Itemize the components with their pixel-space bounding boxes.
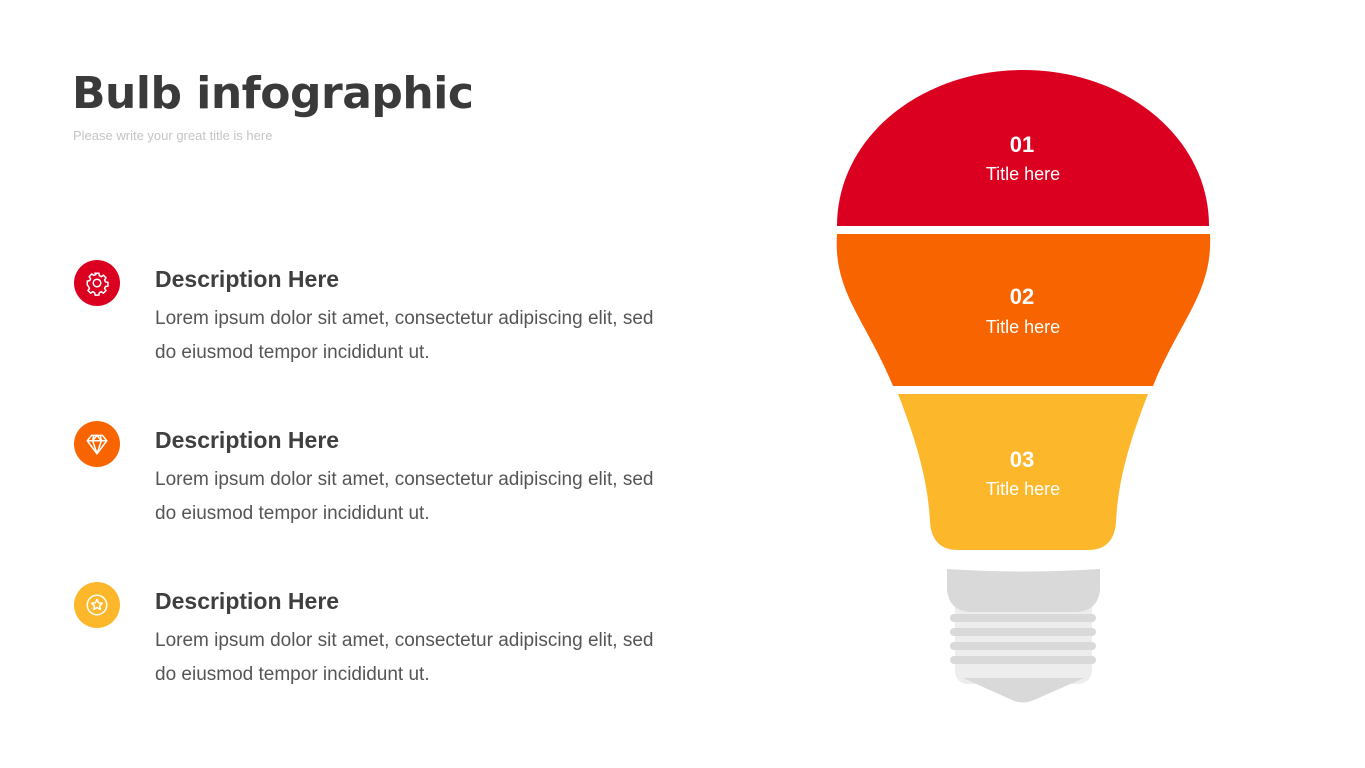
- bulb-section-3: 03 Title here: [898, 394, 1148, 550]
- bulb-middle: [836, 234, 1211, 386]
- gear-icon: [74, 260, 120, 306]
- bulb-neck: [898, 394, 1148, 550]
- page-title: Bulb infographic: [72, 68, 474, 119]
- section-title: Title here: [986, 164, 1060, 184]
- item-body: Lorem ipsum dolor sit amet, consectetur …: [155, 469, 654, 524]
- item-title: Description Here: [155, 427, 340, 453]
- bulb-dome: [837, 70, 1209, 226]
- bulb-base: [947, 569, 1100, 703]
- diamond-icon: [74, 421, 120, 467]
- section-title: Title here: [986, 317, 1060, 337]
- section-number: 03: [1010, 447, 1034, 472]
- section-title: Title here: [986, 479, 1060, 499]
- star-badge-icon: [74, 582, 120, 628]
- item-body: Lorem ipsum dolor sit amet, consectetur …: [155, 630, 654, 685]
- page-subtitle: Please write your great title is here: [73, 128, 273, 143]
- section-number: 01: [1010, 132, 1034, 157]
- item-title: Description Here: [155, 588, 340, 614]
- bulb-section-1: 01 Title here: [837, 70, 1209, 226]
- item-body: Lorem ipsum dolor sit amet, consectetur …: [155, 308, 654, 363]
- item-title: Description Here: [155, 266, 340, 292]
- section-number: 02: [1010, 284, 1034, 309]
- bulb-section-2: 02 Title here: [836, 234, 1211, 386]
